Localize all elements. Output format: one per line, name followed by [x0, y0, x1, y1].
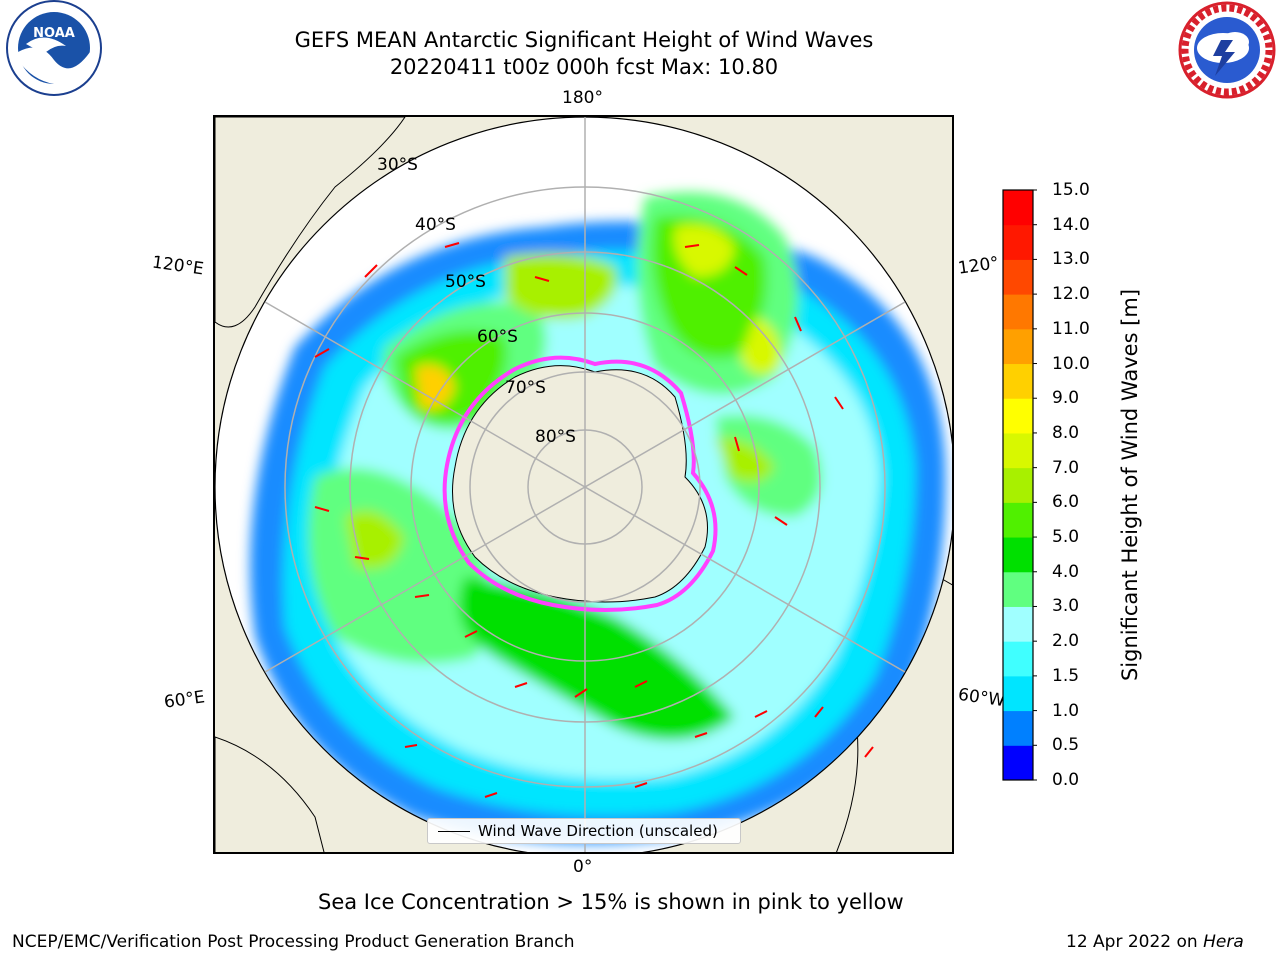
- lon-label-0: 0°: [573, 857, 593, 877]
- lat-label-30s: 30°S: [377, 155, 418, 175]
- colorbar-tick-label: 6.0: [1052, 492, 1080, 513]
- lat-label-40s: 40°S: [415, 215, 456, 235]
- colorbar-tick-label: 1.0: [1052, 700, 1080, 721]
- colorbar-tick-label: 15.0: [1052, 180, 1090, 200]
- colorbar-segment: [1003, 398, 1033, 434]
- colorbar-segment: [1003, 502, 1033, 538]
- graticule: [215, 117, 952, 852]
- lat-label-50s: 50°S: [445, 272, 486, 292]
- noaa-logo: NOAA: [6, 0, 102, 96]
- colorbar-segment: [1003, 537, 1033, 573]
- map-subtitle: 20220411 t00z 000h fcst Max: 10.80: [389, 55, 779, 79]
- footer-date-text: 12 Apr 2022 on: [1066, 932, 1198, 952]
- lon-label-180: 180°: [562, 88, 603, 108]
- colorbar-segment: [1003, 606, 1033, 642]
- lon-label-60e: 60°E: [162, 687, 207, 713]
- colorbar-segment: [1003, 294, 1033, 330]
- footer-date: 12 Apr 2022 on Hera: [1066, 932, 1244, 952]
- colorbar-tick-label: 13.0: [1052, 249, 1090, 270]
- colorbar-tick-label: 2.0: [1052, 631, 1080, 652]
- colorbar-tick-label: 8.0: [1052, 422, 1080, 443]
- nws-logo: [1178, 1, 1276, 99]
- lon-label-60w: 60°W: [956, 684, 1007, 712]
- lat-label-60s: 60°S: [477, 327, 518, 347]
- legend-label: Wind Wave Direction (unscaled): [478, 822, 718, 840]
- colorbar-segment: [1003, 224, 1033, 260]
- colorbar-tick-label: 12.0: [1052, 284, 1090, 305]
- lat-label-80s: 80°S: [535, 427, 576, 447]
- colorbar-segment: [1003, 675, 1033, 712]
- colorbar: [1002, 189, 1037, 781]
- colorbar-tick-label: 11.0: [1052, 318, 1090, 339]
- colorbar-segment: [1003, 328, 1033, 365]
- polar-map: 30°S 40°S 50°S 60°S 70°S 80°S: [213, 115, 954, 854]
- colorbar-segment: [1003, 190, 1033, 226]
- colorbar-tick-label: 3.0: [1052, 596, 1080, 617]
- colorbar-tick-label: 4.0: [1052, 561, 1080, 582]
- colorbar-tick-label: 7.0: [1052, 457, 1080, 478]
- footer-credit: NCEP/EMC/Verification Post Processing Pr…: [12, 932, 575, 952]
- sea-ice-edge: [442, 355, 718, 612]
- map-title: GEFS MEAN Antarctic Significant Height o…: [294, 28, 874, 52]
- lon-label-120w: 120°: [956, 253, 1001, 279]
- colorbar-tick-label: 0.5: [1052, 735, 1080, 756]
- colorbar-segment: [1003, 363, 1033, 399]
- colorbar-segment: [1003, 745, 1033, 781]
- colorbar-tick-label: 5.0: [1052, 527, 1080, 548]
- sea-ice-caption: Sea Ice Concentration > 15% is shown in …: [318, 890, 904, 914]
- colorbar-segment: [1003, 259, 1033, 295]
- colorbar-segment: [1003, 432, 1033, 469]
- colorbar-segment: [1003, 641, 1033, 677]
- wind-wave-arrows: [314, 242, 874, 798]
- colorbar-tick-label: 14.0: [1052, 214, 1090, 235]
- colorbar-tick-label: 10.0: [1052, 353, 1090, 374]
- colorbar-segment: [1003, 571, 1033, 607]
- noaa-logo-text: NOAA: [33, 26, 75, 41]
- lon-label-120e: 120°E: [150, 252, 205, 280]
- lat-label-70s: 70°S: [505, 378, 546, 398]
- colorbar-label: Significant Height of Wind Waves [m]: [1118, 288, 1142, 682]
- legend-line-symbol: [438, 831, 470, 832]
- colorbar-tick-label: 1.5: [1052, 665, 1080, 686]
- colorbar-tick-label: 9.0: [1052, 388, 1080, 409]
- colorbar-tick-label: 0.0: [1052, 770, 1080, 790]
- colorbar-segment: [1003, 467, 1033, 503]
- colorbar-segment: [1003, 710, 1033, 746]
- map-legend: Wind Wave Direction (unscaled): [427, 818, 741, 844]
- footer-host: Hera: [1203, 932, 1244, 952]
